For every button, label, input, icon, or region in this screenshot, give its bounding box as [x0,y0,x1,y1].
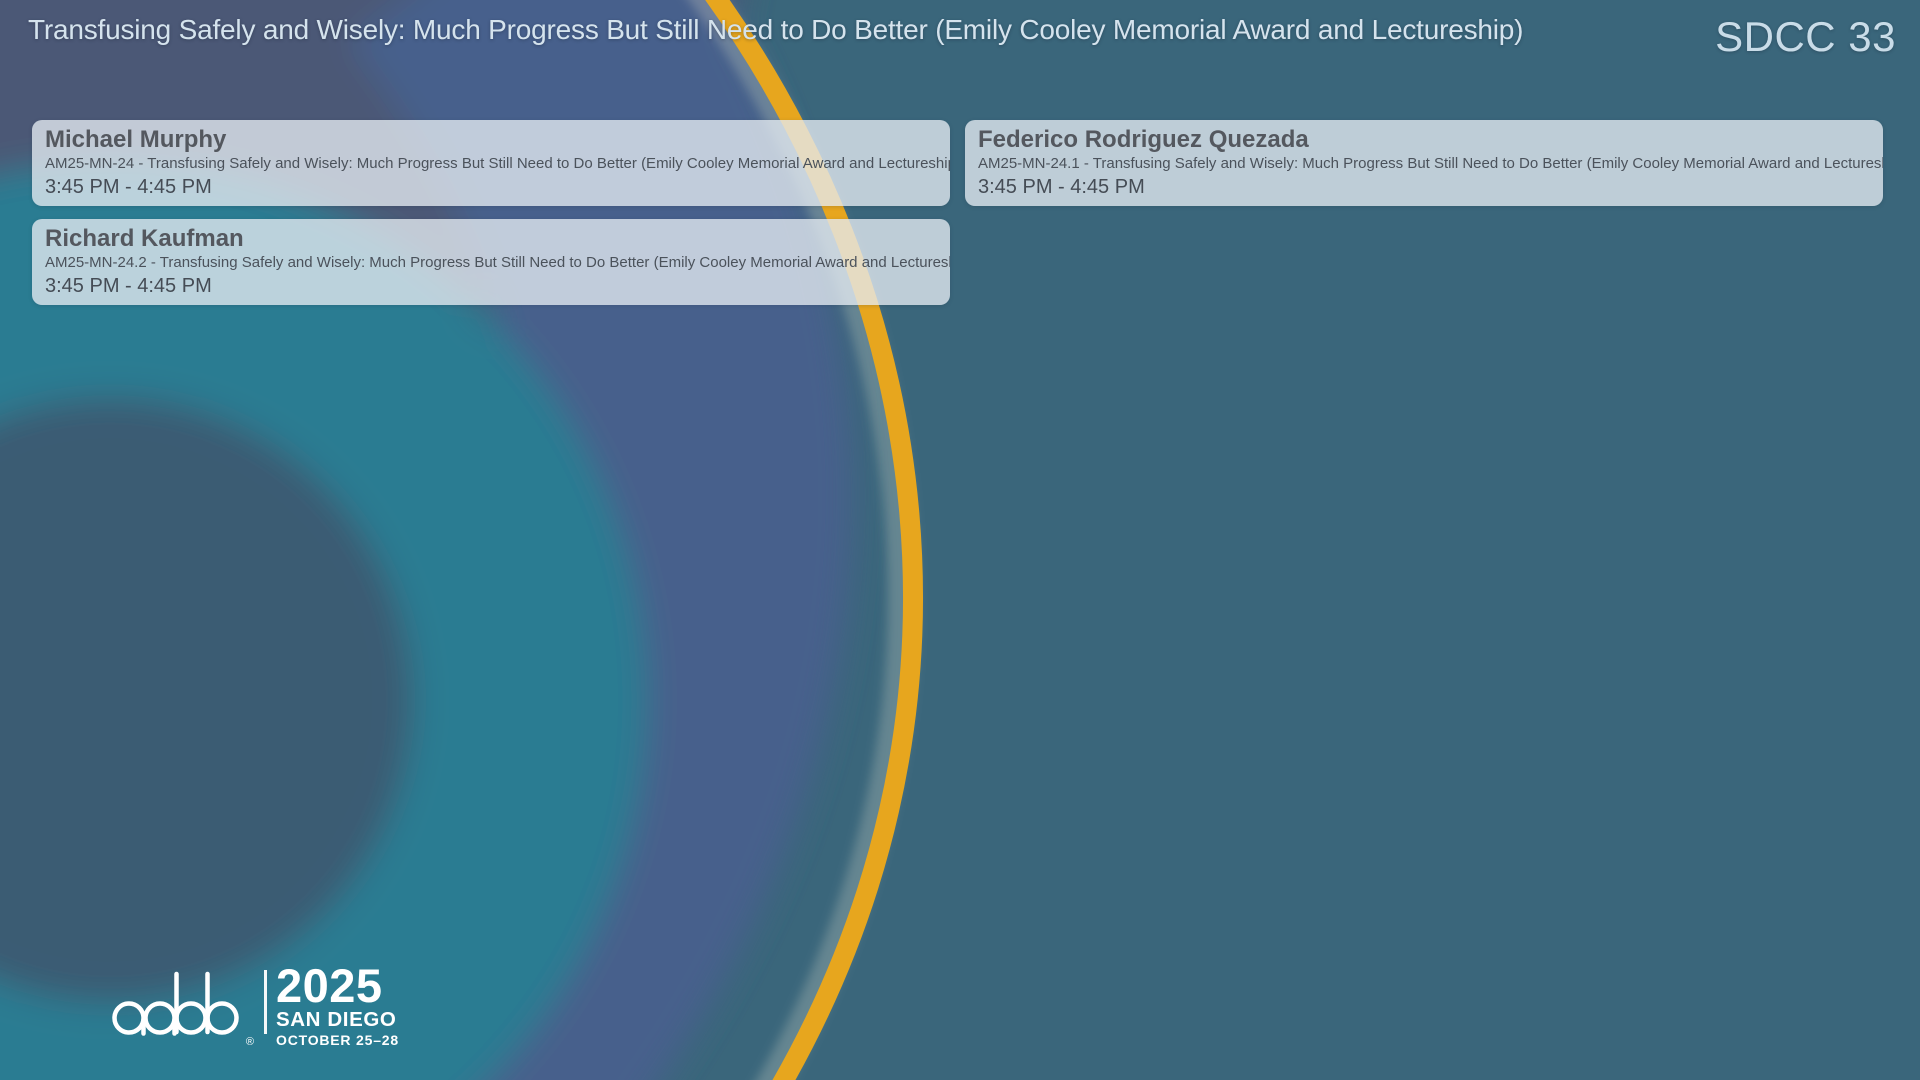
session-time: 3:45 PM - 4:45 PM [45,275,212,297]
speaker-name: Federico Rodriguez Quezada [978,126,1309,153]
session-code-title: AM25-MN-24.2 - Transfusing Safely and Wi… [45,254,950,271]
session-code-title: AM25-MN-24.1 - Transfusing Safely and Wi… [978,155,1883,172]
aabb-logo: ® 2025 SAN DIEGO OCTOBER 25–28 [112,962,399,1050]
session-card: Richard Kaufman AM25-MN-24.2 - Transfusi… [32,219,950,305]
logo-divider [264,970,267,1034]
logo-dates: OCTOBER 25–28 [276,1032,399,1048]
session-card: Federico Rodriguez Quezada AM25-MN-24.1 … [965,120,1883,206]
logo-city: SAN DIEGO [276,1008,397,1031]
speaker-name: Richard Kaufman [45,225,244,252]
logo-text-block: 2025 SAN DIEGO OCTOBER 25–28 [276,959,399,1049]
aabb-logo-mark: ® [112,962,262,1050]
registered-mark: ® [245,1036,254,1048]
session-time: 3:45 PM - 4:45 PM [45,176,212,198]
event-code: SDCC 33 [1715,13,1896,60]
session-list: Michael Murphy AM25-MN-24 - Transfusing … [32,120,1883,305]
session-code-title: AM25-MN-24 - Transfusing Safely and Wise… [45,155,950,172]
inner-circle [0,400,410,1000]
speaker-name: Michael Murphy [45,126,227,153]
aabb-circles-icon [112,971,239,1036]
session-card: Michael Murphy AM25-MN-24 - Transfusing … [32,120,950,206]
page-title: Transfusing Safely and Wisely: Much Prog… [28,14,1524,45]
logo-year: 2025 [276,959,383,1012]
session-time: 3:45 PM - 4:45 PM [978,176,1145,198]
